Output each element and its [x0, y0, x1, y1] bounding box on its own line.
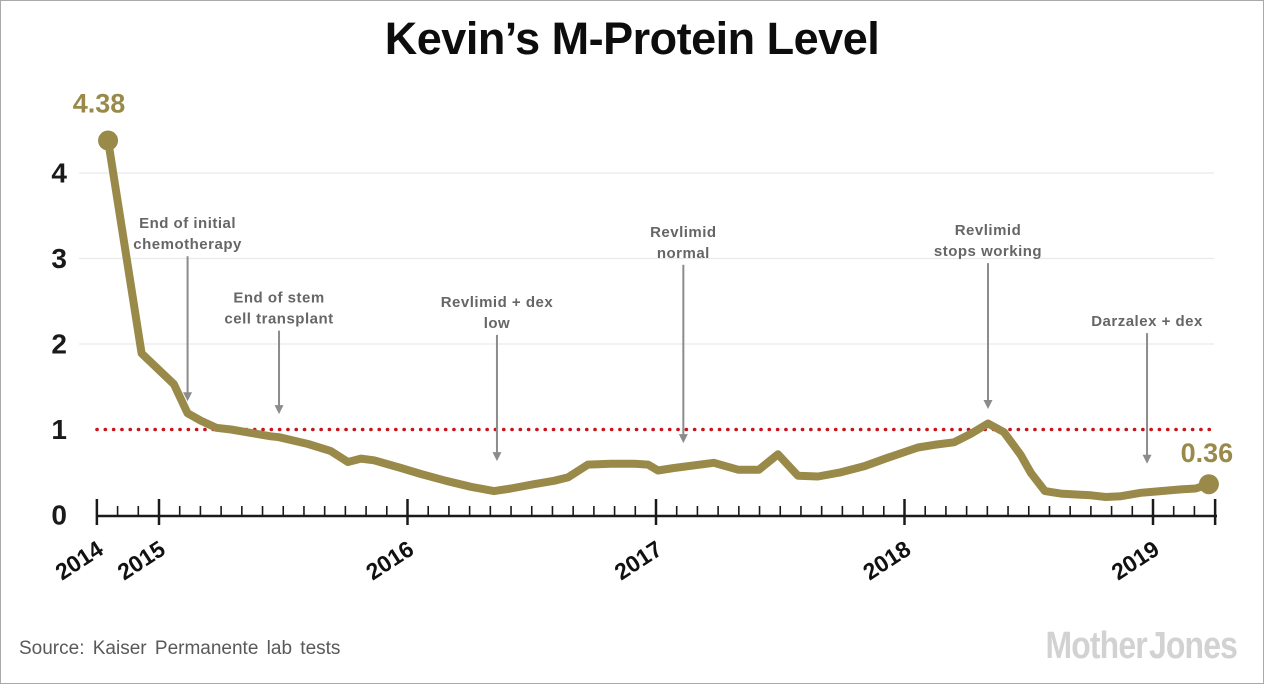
annotation-label: Revlimid: [955, 222, 1022, 239]
x-axis-year-label: 2019: [1107, 535, 1164, 585]
annotation-arrowhead-icon: [274, 405, 284, 415]
annotation-label: End of stem: [233, 290, 324, 307]
x-axis-year-label: 2017: [610, 535, 667, 585]
x-axis-year-label: 2018: [858, 535, 915, 585]
annotation-label: End of initial: [139, 215, 236, 232]
x-axis-year-label: 2015: [113, 535, 170, 585]
source-attribution: Source: Kaiser Permanente lab tests: [19, 638, 341, 659]
annotation-arrowhead-icon: [678, 434, 688, 444]
annotation-label: Revlimid: [650, 224, 717, 241]
annotation-arrowhead-icon: [983, 399, 993, 409]
x-axis-year-label: 2016: [361, 535, 418, 585]
y-axis-tick-label: 1: [51, 414, 67, 445]
annotation-arrowhead-icon: [183, 392, 193, 402]
annotation-label: stops working: [934, 243, 1042, 260]
annotation-label: low: [484, 315, 511, 332]
series-line: [104, 136, 1213, 501]
annotation-arrowhead-icon: [1142, 454, 1152, 464]
publisher-logo: Mother Jones: [1045, 625, 1237, 667]
annotation-arrowhead-icon: [492, 452, 502, 462]
annotation-label: Darzalex + dex: [1091, 313, 1203, 330]
data-point-end: [1198, 474, 1219, 495]
y-axis-tick-label: 2: [51, 329, 67, 360]
chart-title: Kevin’s M-Protein Level: [384, 13, 880, 64]
x-axis-year-label: 2014: [51, 535, 108, 585]
data-point-start: [98, 130, 119, 151]
y-axis-tick-label: 4: [51, 158, 67, 189]
end-value-label: 0.36: [1181, 438, 1234, 468]
y-axis-tick-label: 3: [51, 243, 67, 274]
annotation-label: normal: [657, 245, 710, 262]
start-value-label: 4.38: [73, 89, 126, 119]
annotation-label: chemotherapy: [133, 236, 242, 253]
annotation-label: cell transplant: [224, 311, 333, 328]
annotation-label: Revlimid + dex: [441, 294, 554, 311]
y-axis-tick-label: 0: [51, 500, 67, 531]
